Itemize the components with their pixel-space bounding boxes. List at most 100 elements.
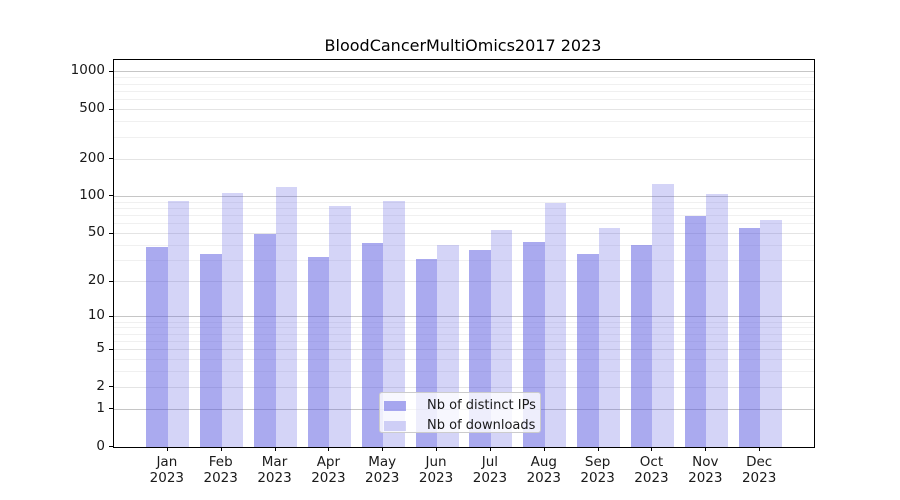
x-tick-label: Jan 2023 <box>149 454 185 486</box>
x-tick <box>166 447 168 451</box>
bar-downloads-apr <box>329 205 351 447</box>
y-tick-label: 5 <box>96 340 105 357</box>
x-tick <box>220 447 222 451</box>
y-tick <box>109 108 113 110</box>
legend-swatch-distinct-ips-icon <box>384 400 406 411</box>
y-tick <box>109 348 113 350</box>
bar-downloads-dec <box>760 219 782 447</box>
minor-gridline <box>114 223 814 225</box>
x-tick-label: Apr 2023 <box>311 454 346 486</box>
minor-gridline <box>114 340 814 342</box>
x-tick <box>705 447 707 451</box>
y-tick <box>109 315 113 317</box>
x-tick-label: Feb 2023 <box>203 454 238 486</box>
x-tick <box>597 447 599 451</box>
medium-gridline <box>114 233 814 235</box>
bar-distinct-ips-jan <box>146 246 168 447</box>
legend-item-downloads: Nb of downloads <box>384 418 540 433</box>
y-tick-label: 20 <box>87 272 105 289</box>
minor-gridline <box>114 99 814 101</box>
medium-gridline <box>114 158 814 160</box>
y-tick <box>109 70 113 72</box>
x-tick <box>651 447 653 451</box>
y-tick-label: 500 <box>79 100 105 117</box>
legend-item-distinct-ips: Nb of distinct IPs <box>384 398 540 413</box>
medium-gridline <box>114 109 814 111</box>
major-gridline <box>114 71 814 73</box>
minor-gridline <box>114 371 814 373</box>
bar-downloads-aug <box>544 202 567 447</box>
minor-gridline <box>114 321 814 323</box>
medium-gridline <box>114 386 814 388</box>
y-tick <box>109 446 113 447</box>
x-tick <box>543 447 545 451</box>
x-tick-label: May 2023 <box>365 454 400 486</box>
y-tick-label: 1000 <box>70 62 105 79</box>
major-gridline <box>114 195 814 197</box>
chart-title: BloodCancerMultiOmics2017 2023 <box>324 36 602 55</box>
legend-label-distinct-ips: Nb of distinct IPs <box>427 398 536 413</box>
y-tick-label: 100 <box>79 186 105 203</box>
minor-gridline <box>114 136 814 138</box>
y-tick <box>109 280 113 282</box>
x-tick-label: Nov 2023 <box>688 454 723 486</box>
minor-gridline <box>114 260 814 262</box>
bar-distinct-ips-mar <box>254 233 276 447</box>
legend: Nb of distinct IPs Nb of downloads <box>379 392 541 433</box>
x-tick <box>328 447 330 451</box>
x-tick-label: Jun 2023 <box>418 454 454 486</box>
bar-distinct-ips-feb <box>200 254 222 447</box>
y-tick <box>109 232 113 234</box>
y-tick-label: 200 <box>79 149 105 166</box>
legend-swatch-downloads-icon <box>384 420 406 431</box>
medium-gridline <box>114 281 814 283</box>
bar-downloads-mar <box>275 187 298 447</box>
bar-downloads-oct <box>652 184 674 447</box>
minor-gridline <box>114 244 814 246</box>
y-tick-label: 10 <box>87 307 105 324</box>
medium-gridline <box>114 349 814 351</box>
x-tick-label: Sep 2023 <box>580 454 615 486</box>
bar-distinct-ips-dec <box>738 228 761 447</box>
minor-gridline <box>114 83 814 85</box>
minor-gridline <box>114 359 814 361</box>
y-tick-label: 0 <box>96 437 105 454</box>
y-tick-label: 2 <box>96 377 105 394</box>
bar-downloads-jan <box>167 200 190 447</box>
x-tick-label: Jul 2023 <box>472 454 508 486</box>
major-gridline <box>114 316 814 318</box>
y-tick <box>109 408 113 410</box>
x-tick-label: Mar 2023 <box>257 454 292 486</box>
minor-gridline <box>114 215 814 217</box>
x-tick <box>759 447 761 451</box>
minor-gridline <box>114 90 814 92</box>
x-tick <box>489 447 491 451</box>
y-tick <box>109 195 113 197</box>
minor-gridline <box>114 121 814 123</box>
minor-gridline <box>114 207 814 209</box>
x-tick <box>382 447 384 451</box>
bar-distinct-ips-sep <box>577 254 599 447</box>
x-tick-label: Dec 2023 <box>741 454 777 486</box>
minor-gridline <box>114 77 814 79</box>
bar-distinct-ips-oct <box>630 245 653 447</box>
legend-label-downloads: Nb of downloads <box>427 418 536 433</box>
x-tick <box>274 447 276 451</box>
bar-downloads-may <box>383 200 405 447</box>
x-tick <box>436 447 438 451</box>
x-tick-label: Oct 2023 <box>634 454 669 486</box>
x-tick-label: Aug 2023 <box>526 454 561 486</box>
y-tick <box>109 386 113 388</box>
plot-area: Nb of distinct IPs Nb of downloads <box>113 59 815 448</box>
bar-distinct-ips-apr <box>307 257 330 447</box>
minor-gridline <box>114 333 814 335</box>
y-tick <box>109 158 113 160</box>
minor-gridline <box>114 201 814 203</box>
y-tick-label: 50 <box>87 224 105 241</box>
minor-gridline <box>114 327 814 329</box>
bar-downloads-sep <box>598 228 621 447</box>
bar-distinct-ips-nov <box>684 215 707 447</box>
bar-downloads-nov <box>706 193 728 447</box>
bar-distinct-ips-may <box>361 242 384 447</box>
